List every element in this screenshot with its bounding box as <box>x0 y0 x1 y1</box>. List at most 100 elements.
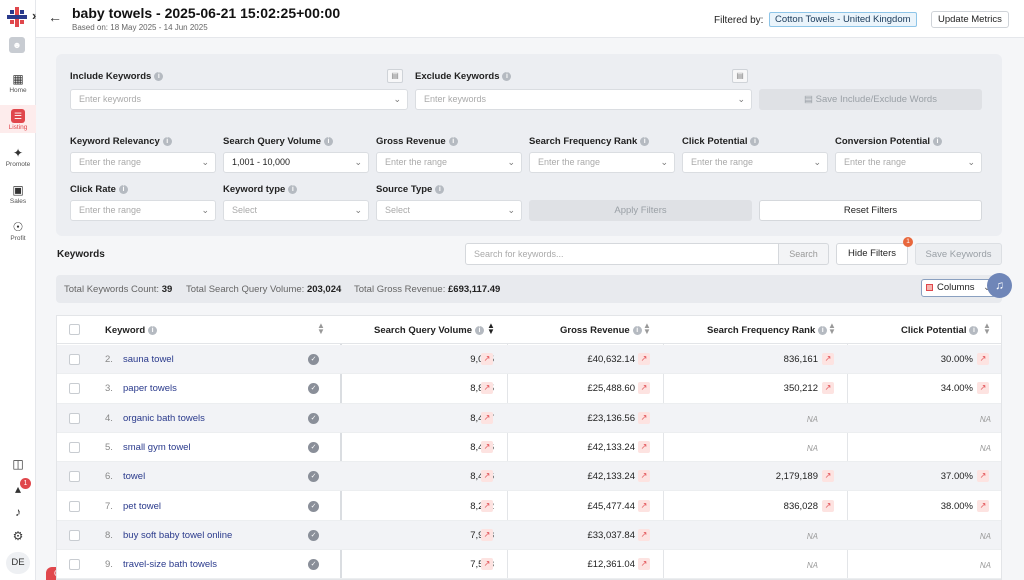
header-search-frequency-rank[interactable]: Search Frequency Rank i <box>707 325 828 336</box>
trend-icon[interactable]: ↗ <box>977 470 989 483</box>
trend-icon[interactable]: ↗ <box>481 470 493 483</box>
keyword-link[interactable]: sauna towel <box>123 354 174 365</box>
keyword-search-input[interactable]: Search for keywords... <box>465 243 779 265</box>
trend-icon[interactable]: ↗ <box>822 353 834 365</box>
table-row[interactable]: 2.sauna towel✓9,005↗£40,632.14↗836,161↗3… <box>57 345 1001 375</box>
conversion-potential-range[interactable]: Enter the range ⌄ <box>835 152 982 173</box>
expand-sidebar-icon[interactable]: » <box>32 8 39 23</box>
bell-icon[interactable]: ♪ <box>15 505 21 519</box>
info-icon[interactable]: i <box>288 184 298 194</box>
check-icon[interactable]: ✓ <box>308 559 319 571</box>
info-icon[interactable]: i <box>632 325 642 335</box>
info-icon[interactable]: i <box>324 136 334 146</box>
keyword-type-select[interactable]: Select ⌄ <box>223 200 369 221</box>
trend-icon[interactable]: ↗ <box>638 382 650 395</box>
sidebar-item-home[interactable]: ▦ Home <box>0 72 36 98</box>
reset-filters-button[interactable]: Reset Filters <box>759 200 982 221</box>
keyword-link[interactable]: small gym towel <box>123 441 191 453</box>
keyword-link[interactable]: organic bath towels <box>123 412 205 424</box>
row-checkbox[interactable] <box>69 529 80 541</box>
back-arrow-icon[interactable]: ← <box>48 9 62 25</box>
header-search-query-volume[interactable]: Search Query Volume i <box>374 325 485 336</box>
check-icon[interactable]: ✓ <box>308 471 319 483</box>
logo-icon[interactable] <box>7 7 27 27</box>
trend-icon[interactable]: ↗ <box>481 440 493 453</box>
row-checkbox[interactable] <box>69 412 80 424</box>
info-icon[interactable]: i <box>448 136 458 146</box>
info-icon[interactable]: i <box>933 136 943 146</box>
copy-icon[interactable]: ▤ <box>387 69 403 83</box>
user-avatar[interactable]: DE <box>6 552 30 574</box>
search-frequency-rank-range[interactable]: Enter the range ⌄ <box>529 152 675 173</box>
trend-icon[interactable]: ↗ <box>481 353 493 365</box>
trend-icon[interactable]: ↗ <box>638 528 650 541</box>
trend-icon[interactable]: ↗ <box>638 411 650 424</box>
trend-icon[interactable]: ↗ <box>638 440 650 453</box>
exclude-keywords-input[interactable]: Enter keywords ⌄ <box>415 89 752 110</box>
apply-filters-button[interactable]: Apply Filters <box>529 200 752 221</box>
gross-revenue-range[interactable]: Enter the range ⌄ <box>376 152 522 173</box>
copy-icon[interactable]: ▤ <box>732 69 748 83</box>
hide-filters-button[interactable]: Hide Filters <box>836 243 908 265</box>
check-icon[interactable]: ✓ <box>308 354 319 365</box>
info-icon[interactable]: i <box>435 184 445 194</box>
trend-icon[interactable]: ↗ <box>481 411 493 424</box>
sidebar-item-sales[interactable]: ▣ Sales <box>0 183 36 209</box>
info-icon[interactable]: i <box>154 71 164 81</box>
info-icon[interactable]: i <box>818 325 828 335</box>
header-keyword[interactable]: Keyword i <box>105 325 158 336</box>
header-click-potential[interactable]: Click Potential i <box>901 325 979 336</box>
keyword-link[interactable]: towel <box>123 471 146 483</box>
info-icon[interactable]: i <box>969 325 979 335</box>
check-icon[interactable]: ✓ <box>308 383 319 395</box>
keyword-relevancy-range[interactable]: Enter the range ⌄ <box>70 152 216 173</box>
click-potential-range[interactable]: Enter the range ⌄ <box>682 152 828 173</box>
row-checkbox[interactable] <box>69 500 80 512</box>
select-all-checkbox[interactable] <box>69 324 80 335</box>
include-keywords-input[interactable]: Enter keywords ⌄ <box>70 89 408 110</box>
info-icon[interactable]: i <box>750 136 760 146</box>
row-checkbox[interactable] <box>69 383 80 395</box>
check-icon[interactable]: ✓ <box>308 412 319 424</box>
save-keywords-button[interactable]: Save Keywords <box>915 243 1002 265</box>
sidebar-item-listing[interactable]: ☰ Listing <box>0 105 36 133</box>
keyword-link[interactable]: buy soft baby towel online <box>123 529 233 541</box>
account-icon[interactable]: ☻ <box>9 37 25 53</box>
sort-desc-icon[interactable]: ▲ ▼ <box>487 321 495 336</box>
table-row[interactable]: 8.buy soft baby towel online✓7,998↗£33,0… <box>57 520 1001 551</box>
header-gross-revenue[interactable]: Gross Revenue i <box>560 325 642 336</box>
trend-icon[interactable]: ↗ <box>481 382 493 395</box>
trend-icon[interactable]: ↗ <box>481 528 493 541</box>
search-button[interactable]: Search <box>778 243 829 265</box>
trend-icon[interactable]: ↗ <box>822 499 834 512</box>
keyword-link[interactable]: pet towel <box>123 500 162 512</box>
trend-icon[interactable]: ↗ <box>822 382 834 395</box>
sidebar-item-profit[interactable]: ☉ Profit <box>0 220 36 246</box>
package-icon[interactable]: ◫ <box>12 457 24 471</box>
trend-icon[interactable]: ↗ <box>638 499 650 512</box>
table-row[interactable]: 4.organic bath towels✓8,437↗£23,136.56↗N… <box>57 403 1001 433</box>
trend-icon[interactable]: ↗ <box>638 353 650 365</box>
info-icon[interactable]: i <box>148 325 158 335</box>
trend-icon[interactable]: ↗ <box>977 382 989 395</box>
table-row[interactable]: 3.paper towels✓8,825↗£25,488.60↗350,212↗… <box>57 374 1001 404</box>
info-icon[interactable]: i <box>640 136 650 146</box>
keyword-link[interactable]: travel-size bath towels <box>123 559 217 571</box>
info-icon[interactable]: i <box>475 325 485 335</box>
trend-icon[interactable]: ↗ <box>977 353 989 365</box>
sort-icon[interactable]: ▲ ▼ <box>983 321 991 336</box>
info-icon[interactable]: i <box>502 71 512 81</box>
table-row[interactable]: 6.towel✓8,406↗£42,133.24↗2,179,189↗37.00… <box>57 462 1001 492</box>
settings-icon[interactable]: ⚙ <box>12 529 24 543</box>
search-query-volume-range[interactable]: 1,001 - 10,000 ⌄ <box>223 152 369 173</box>
sort-icon[interactable]: ▲ ▼ <box>317 321 325 336</box>
filtered-by-chip[interactable]: Cotton Towels - United Kingdom <box>769 12 917 27</box>
save-include-exclude-button[interactable]: ▤ Save Include/Exclude Words <box>759 89 982 110</box>
notification-bell-icon[interactable]: ♫ <box>987 273 1012 298</box>
trend-icon[interactable]: ↗ <box>638 558 650 571</box>
check-icon[interactable]: ✓ <box>308 441 319 453</box>
keyword-link[interactable]: paper towels <box>123 383 177 395</box>
info-icon[interactable]: i <box>162 136 172 146</box>
row-checkbox[interactable] <box>69 441 80 453</box>
